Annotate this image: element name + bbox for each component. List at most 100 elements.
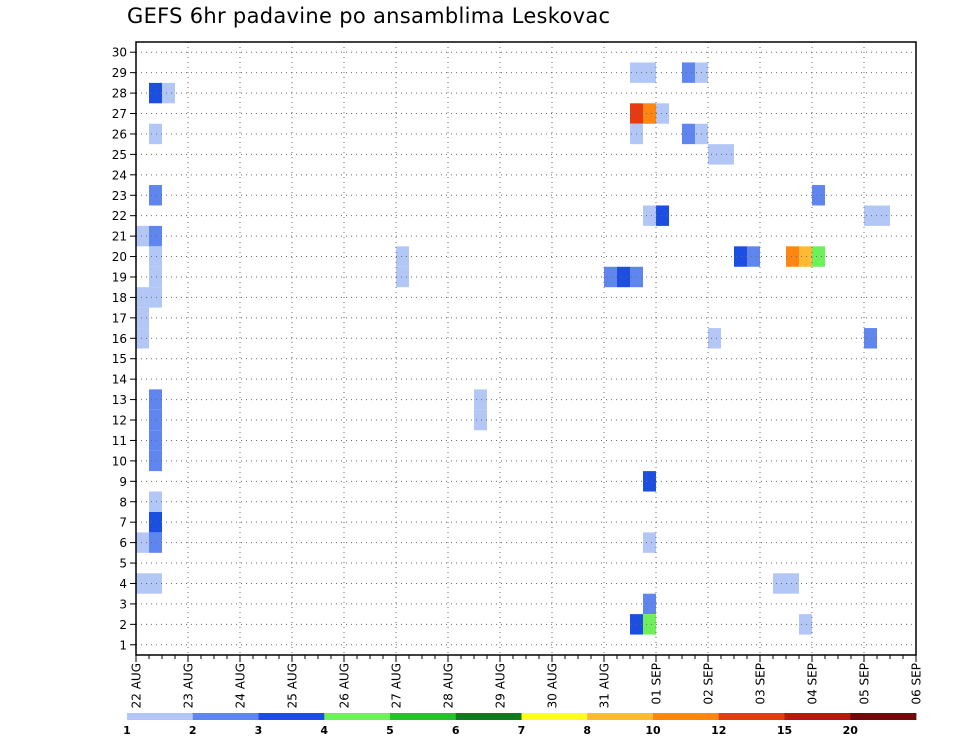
y-tick-label: 7 [119, 516, 127, 530]
heatmap-cell [643, 593, 656, 615]
colorbar-label: 15 [777, 724, 792, 737]
heatmap-cell [643, 205, 656, 226]
y-tick-label: 30 [112, 46, 127, 60]
colorbar-label: 4 [320, 724, 328, 737]
heatmap-cell [149, 511, 162, 533]
grid-layer [136, 42, 916, 655]
x-tick-label: 31 AUG [598, 663, 612, 708]
heatmap-cell [643, 614, 656, 635]
x-tick-label: 28 AUG [442, 663, 456, 708]
colorbar-label: 12 [711, 724, 726, 737]
cells-layer [136, 62, 890, 635]
y-tick-label: 28 [112, 87, 127, 101]
heatmap-cell [864, 205, 877, 226]
heatmap-cell [149, 185, 162, 206]
heatmap-cell [149, 491, 162, 512]
y-tick-label: 24 [112, 168, 127, 182]
y-tick-label: 1 [119, 638, 127, 652]
heatmap-cell [136, 225, 149, 247]
y-tick-label: 10 [112, 454, 127, 468]
heatmap-cell [786, 573, 799, 594]
colorbar-label: 10 [645, 724, 661, 737]
y-tick-label: 18 [112, 291, 127, 305]
y-tick-label: 16 [112, 332, 127, 346]
heatmap-cell [734, 246, 747, 267]
y-tick-label: 26 [112, 127, 127, 141]
y-tick-label: 23 [112, 189, 127, 203]
heatmap-cell [786, 246, 799, 267]
colorbar-segment [850, 713, 917, 720]
heatmap-cell [708, 144, 721, 165]
heatmap-cell [149, 532, 162, 553]
y-tick-label: 3 [119, 597, 127, 611]
y-tick-label: 22 [112, 209, 127, 223]
y-tick-label: 25 [112, 148, 127, 162]
x-tick-label: 01 SEP [650, 663, 664, 705]
y-tick-label: 17 [112, 311, 127, 325]
heatmap-cell [149, 573, 162, 594]
heatmap-cell [747, 246, 760, 267]
y-tick-label: 15 [112, 352, 127, 366]
y-tick-label: 13 [112, 393, 127, 407]
colorbar: 1 2 3 4 5 6 7 8 10 12 15 20 [123, 713, 917, 737]
x-tick-label: 25 AUG [286, 663, 300, 708]
y-tick-label: 29 [112, 66, 127, 80]
colorbar-label: 8 [583, 724, 591, 737]
colorbar-segment [521, 713, 588, 720]
x-tick-label: 23 AUG [182, 663, 196, 708]
y-tick-label: 4 [119, 577, 127, 591]
heatmap-cell [682, 62, 695, 83]
colorbar-segment [784, 713, 851, 720]
colorbar-segment [455, 713, 522, 720]
colorbar-segment [192, 713, 259, 720]
colorbar-segment [258, 713, 325, 720]
heatmap-cell [643, 103, 656, 124]
x-tick-label: 02 SEP [702, 663, 716, 705]
x-tick-label: 04 SEP [806, 663, 820, 705]
colorbar-segment [127, 713, 194, 720]
heatmap-cell [149, 82, 162, 104]
chart-title: GEFS 6hr padavine po ansamblima Leskovac [127, 4, 611, 28]
colorbar-label: 20 [843, 724, 859, 737]
heatmap-cell [682, 123, 695, 145]
heatmap-cell [643, 62, 656, 83]
y-tick-label: 9 [119, 475, 127, 489]
y-tick-label: 5 [119, 557, 127, 571]
heatmap-cell [721, 144, 734, 165]
heatmap-cell [149, 266, 162, 288]
x-tick-label: 24 AUG [234, 663, 248, 708]
heatmap-cell [656, 205, 669, 226]
heatmap-cell [136, 287, 149, 308]
heatmap-cell [149, 430, 162, 451]
y-tick-label: 19 [112, 270, 127, 284]
colorbar-segment [718, 713, 785, 720]
y-tick-label: 8 [119, 495, 127, 509]
heatmap-cell [396, 246, 409, 267]
heatmap-cell [136, 328, 149, 349]
colorbar-segment [653, 713, 720, 720]
heatmap-cell [643, 471, 656, 492]
heatmap-cell [149, 123, 162, 145]
heatmap-cell [149, 409, 162, 431]
heatmap-cell [474, 409, 487, 431]
y-tick-label: 27 [112, 107, 127, 121]
heatmap-cell [773, 573, 786, 594]
heatmap-cell [617, 266, 630, 288]
x-tick-label: 26 AUG [338, 663, 352, 708]
heatmap-cell [149, 389, 162, 410]
y-tick-label: 12 [112, 414, 127, 428]
colorbar-segment [587, 713, 654, 720]
x-tick-label: 05 SEP [858, 663, 872, 705]
heatmap-cell [799, 246, 812, 267]
x-tick-label: 03 SEP [754, 663, 768, 705]
colorbar-label: 2 [189, 724, 197, 737]
heatmap-cell [656, 103, 669, 124]
heatmap-cell [708, 328, 721, 349]
heatmap-cell [877, 205, 890, 226]
y-tick-label: 6 [119, 536, 127, 550]
heatmap-cell [136, 307, 149, 329]
heatmap-cell [812, 185, 825, 206]
colorbar-segment [324, 713, 391, 720]
heatmap-cell [604, 266, 617, 288]
heatmap-cell [799, 614, 812, 635]
